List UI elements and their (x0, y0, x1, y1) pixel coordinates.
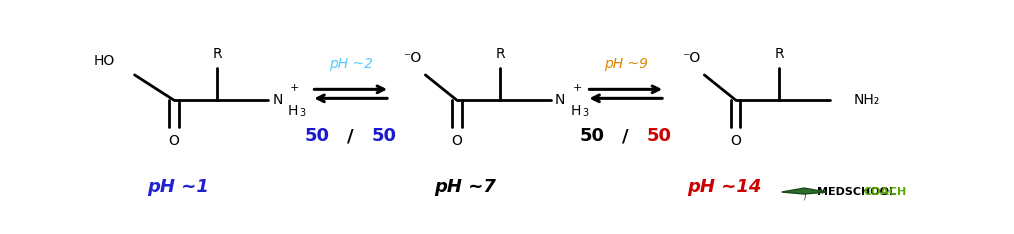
Text: O: O (168, 134, 179, 148)
Text: 3: 3 (300, 108, 306, 118)
Text: N: N (555, 93, 566, 107)
Text: H: H (288, 104, 298, 118)
Text: ⁻O: ⁻O (682, 51, 701, 65)
Text: HO: HO (93, 54, 115, 68)
Text: R: R (212, 47, 222, 61)
Text: /: / (348, 127, 354, 145)
Polygon shape (782, 188, 826, 194)
Text: 3: 3 (583, 108, 589, 118)
Text: ): ) (802, 190, 806, 200)
Text: +: + (572, 83, 582, 93)
Text: 50: 50 (372, 127, 396, 145)
Text: 50: 50 (304, 127, 330, 145)
Text: MEDSCHOOL: MEDSCHOOL (816, 187, 895, 197)
Text: pH ~1: pH ~1 (147, 178, 209, 196)
Text: NH₂: NH₂ (854, 93, 880, 107)
Text: N: N (272, 93, 283, 107)
Text: pH ~9: pH ~9 (603, 57, 648, 71)
Text: O: O (451, 134, 462, 148)
Text: pH ~2: pH ~2 (329, 57, 373, 71)
Text: ⁻O: ⁻O (404, 51, 422, 65)
Text: H: H (571, 104, 581, 118)
Text: COACH: COACH (863, 187, 907, 197)
Text: 50: 50 (580, 127, 604, 145)
Text: 50: 50 (647, 127, 672, 145)
Text: +: + (289, 83, 299, 93)
Text: pH ~14: pH ~14 (686, 178, 762, 196)
Text: R: R (495, 47, 505, 61)
Text: pH ~7: pH ~7 (434, 178, 496, 196)
Text: O: O (730, 134, 741, 148)
Text: R: R (775, 47, 784, 61)
Text: /: / (623, 127, 629, 145)
